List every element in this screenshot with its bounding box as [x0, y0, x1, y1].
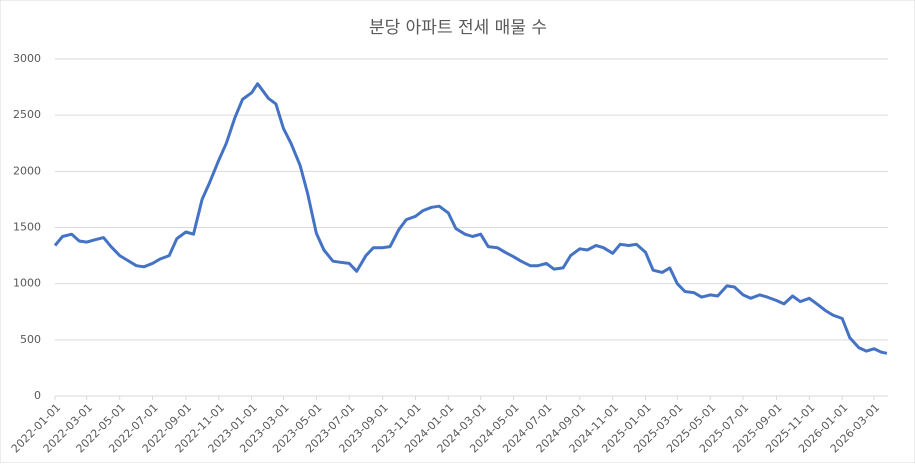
y-tick-label: 1000 [13, 277, 41, 290]
y-tick-label: 500 [20, 333, 41, 346]
y-tick-label: 1500 [13, 221, 41, 234]
y-tick-label: 2500 [13, 108, 41, 121]
data-line [53, 82, 888, 355]
y-tick-label: 2000 [13, 164, 41, 177]
chart-title: 분당 아파트 전세 매물 수 [369, 18, 547, 38]
y-tick-label: 3000 [13, 52, 41, 65]
y-tick-label: 0 [34, 389, 41, 402]
